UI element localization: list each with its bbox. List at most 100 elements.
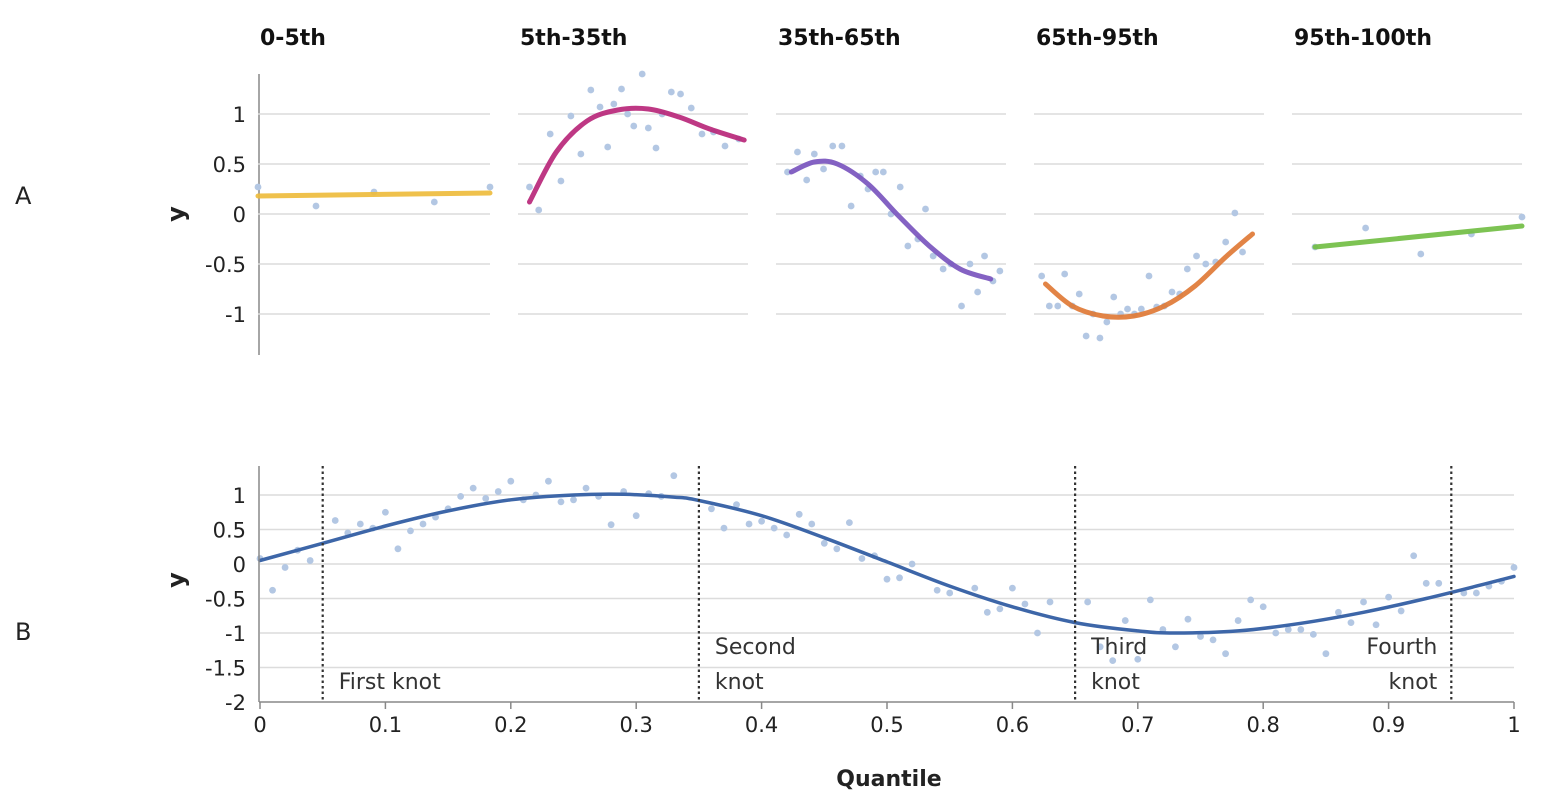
- data-point: [1360, 598, 1367, 606]
- data-point: [507, 477, 515, 485]
- data-point: [783, 531, 791, 539]
- data-point: [545, 477, 552, 485]
- data-point: [933, 586, 941, 594]
- knots-b: First knot Second knot Third knot Fourth knot: [321, 466, 1453, 702]
- data-point: [820, 165, 827, 173]
- data-point: [269, 586, 276, 594]
- data-point: [847, 202, 855, 210]
- x-tick-label: 0.6: [996, 713, 1029, 737]
- y-axis-label-a: y: [162, 206, 190, 222]
- data-point: [482, 495, 490, 502]
- fit-line: [1312, 223, 1525, 250]
- data-point: [939, 265, 947, 273]
- facet-3: 65th-95th: [1034, 26, 1264, 342]
- data-point: [1272, 629, 1280, 637]
- data-point: [557, 498, 565, 506]
- y-tick-label: 1: [233, 103, 246, 127]
- data-point: [1417, 250, 1425, 258]
- panel-b: B y First knot Second knot Third knot Fourth k…: [15, 466, 1521, 792]
- data-point: [1172, 643, 1179, 651]
- data-point: [1054, 302, 1062, 310]
- data-point: [281, 564, 289, 571]
- data-point: [929, 252, 937, 260]
- data-point: [981, 252, 988, 260]
- data-point: [587, 86, 595, 94]
- data-point: [1309, 630, 1317, 638]
- data-point: [1034, 629, 1041, 637]
- data-point: [829, 142, 837, 150]
- data-point: [745, 520, 753, 528]
- data-point: [1510, 564, 1518, 571]
- facets-a: 0-5th 5th-35th 35th-65th 65th-95th 95th-100t…: [254, 26, 1526, 342]
- facet-title: 65th-95th: [1036, 26, 1159, 51]
- data-point: [1046, 598, 1054, 606]
- data-point: [1335, 608, 1342, 616]
- x-tick-label: 0.8: [1246, 713, 1279, 737]
- data-point: [896, 574, 903, 582]
- data-point: [596, 103, 604, 111]
- data-point: [1347, 619, 1355, 627]
- data-point: [419, 520, 427, 528]
- data-point: [1222, 650, 1229, 658]
- knot-label: Second: [715, 635, 796, 660]
- knot-label: Fourth: [1366, 635, 1437, 660]
- data-point: [1385, 593, 1392, 601]
- data-point: [254, 183, 262, 191]
- data-point: [1472, 589, 1480, 597]
- data-point: [803, 176, 811, 184]
- facet-title: 0-5th: [260, 26, 326, 51]
- spline-fit-b: [258, 492, 1516, 635]
- data-point: [833, 545, 841, 553]
- data-point: [1183, 265, 1191, 273]
- axes-b: 1 0.5 0 -0.5 -1 -1.5 -2 0 0.1 0.2 0.3 0.4 0.5 0.6 0.7 0…: [205, 466, 1521, 737]
- data-point: [946, 589, 954, 597]
- facet-4: 95th-100th: [1292, 26, 1526, 315]
- knot-label: knot: [1091, 670, 1140, 695]
- data-point: [677, 90, 684, 98]
- data-point: [570, 496, 577, 504]
- data-point: [1362, 224, 1369, 232]
- x-tick-label: 0.7: [1121, 713, 1154, 737]
- data-point: [1109, 657, 1117, 664]
- data-point: [1045, 302, 1053, 310]
- x-tick-label: 0.4: [745, 713, 778, 737]
- data-point: [879, 168, 887, 176]
- spline-curve: [258, 492, 1516, 635]
- points-b: [256, 472, 1518, 664]
- y-tick-label: -1: [225, 303, 246, 327]
- y-tick-label: 1: [233, 484, 246, 508]
- data-point: [687, 104, 695, 112]
- data-point: [996, 605, 1004, 613]
- knot-label: knot: [715, 670, 764, 695]
- facet-title: 5th-35th: [520, 26, 627, 51]
- data-point: [1193, 252, 1200, 260]
- data-point: [1038, 272, 1046, 280]
- panel-label-a: A: [15, 182, 32, 210]
- data-point: [1096, 334, 1104, 342]
- data-point: [630, 122, 638, 130]
- data-point: [546, 130, 554, 138]
- data-point: [1209, 636, 1217, 644]
- y-axis-label-b: y: [162, 572, 190, 588]
- data-point: [652, 144, 660, 152]
- data-point: [872, 168, 880, 176]
- data-point: [698, 130, 706, 138]
- data-point: [667, 88, 675, 96]
- panel-label-b: B: [15, 618, 31, 646]
- data-point: [784, 168, 791, 176]
- data-point: [1103, 318, 1111, 326]
- data-point: [810, 150, 818, 158]
- data-point: [1222, 238, 1230, 246]
- data-point: [1145, 272, 1153, 280]
- x-tick-label: 0.1: [369, 713, 402, 737]
- fit-line: [527, 105, 747, 205]
- x-tick-label: 1: [1507, 713, 1520, 737]
- data-point: [632, 512, 640, 520]
- fit-line: [255, 190, 493, 199]
- data-point: [971, 584, 979, 592]
- knot-label: knot: [1389, 670, 1438, 695]
- data-point: [1134, 655, 1142, 663]
- facet-title: 95th-100th: [1294, 26, 1432, 51]
- data-point: [808, 520, 816, 528]
- data-point: [394, 545, 402, 553]
